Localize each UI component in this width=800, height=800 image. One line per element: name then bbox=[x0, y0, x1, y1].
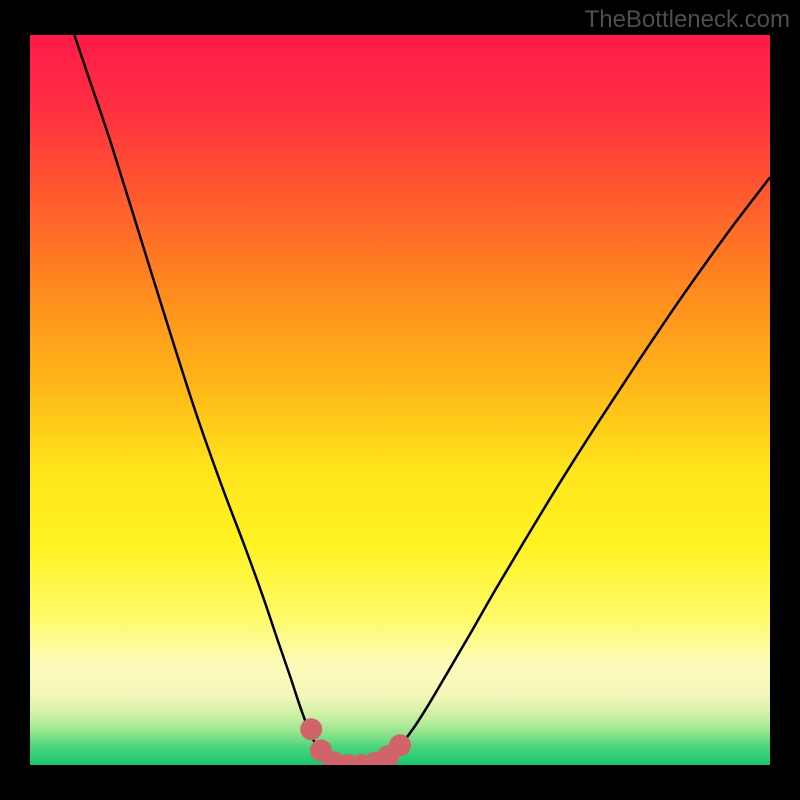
watermark-text: TheBottleneck.com bbox=[585, 6, 790, 34]
curve-marker bbox=[300, 718, 322, 740]
bottleneck-chart bbox=[0, 0, 800, 800]
plot-background bbox=[30, 35, 770, 765]
curve-marker bbox=[389, 734, 411, 756]
